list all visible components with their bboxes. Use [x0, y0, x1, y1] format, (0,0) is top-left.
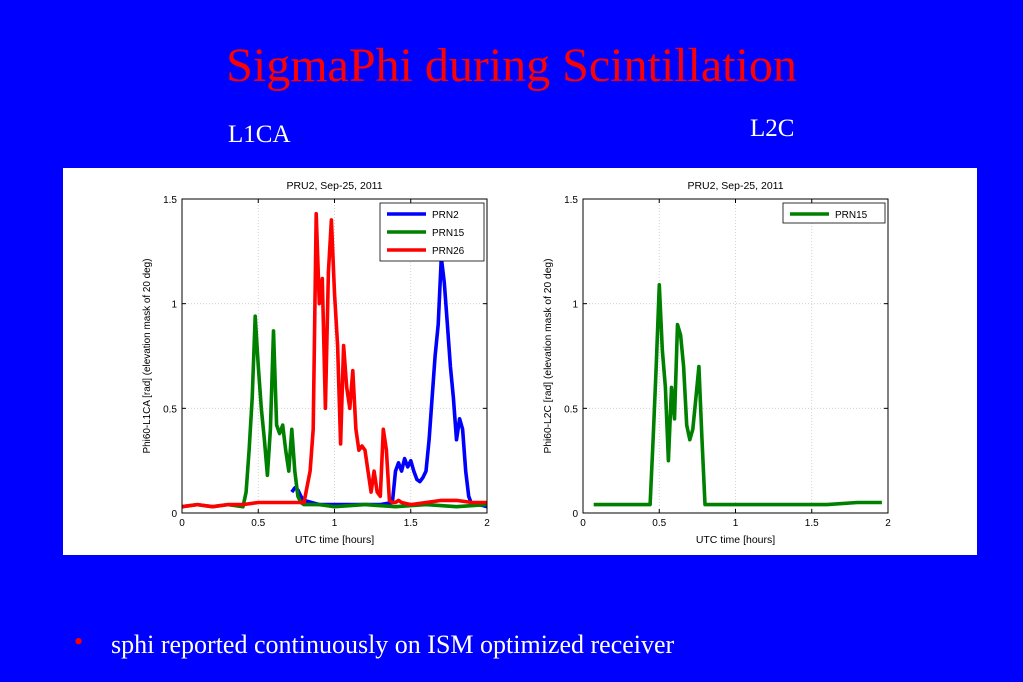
chart2-ytick-label: 1	[572, 300, 578, 311]
chart1-legend-label: PRN15	[432, 228, 465, 239]
chart2-xtick-label: 2	[885, 518, 891, 529]
chart2-xtick-label: 0.5	[652, 518, 666, 529]
chart1-legend-label: PRN26	[432, 246, 465, 257]
chart1-ytick-label: 0.5	[163, 404, 177, 415]
chart1-ytick-label: 0	[171, 509, 177, 520]
subtitle-l1ca: L1CA	[228, 121, 291, 148]
chart2-xlabel: UTC time [hours]	[696, 534, 775, 546]
chart1-xtick-label: 0.5	[251, 518, 265, 529]
chart2-ytick-label: 0	[572, 509, 578, 520]
chart2-xtick-label: 1.5	[805, 518, 819, 529]
chart1-legend-label: PRN2	[432, 210, 459, 221]
chart-panel: 0 0.5 1 1.5 2 0 0.5 1 1.5 PRU2, Sep-25, 2011 UTC t…	[63, 168, 977, 555]
chart2-series-prn15	[593, 283, 882, 507]
chart1-title: PRU2, Sep-25, 2011	[286, 180, 382, 192]
chart2-title: PRU2, Sep-25, 2011	[687, 180, 783, 192]
chart1-ylabel: Phi60-L1CA [rad] (elevation mask of 20 d…	[142, 259, 153, 454]
chart1-series-prn26	[181, 211, 487, 509]
chart1-ytick-label: 1	[171, 300, 177, 311]
charts-svg: 0 0.5 1 1.5 2 0 0.5 1 1.5 PRU2, Sep-25, 2011 UTC t…	[142, 180, 891, 546]
bullet-dot-icon: •	[74, 627, 84, 656]
chart2-ytick-label: 1.5	[564, 195, 578, 206]
chart1-xtick-label: 1	[332, 518, 338, 529]
chart1-xtick-label: 1.5	[404, 518, 418, 529]
subtitle-l2c: L2C	[750, 115, 795, 142]
chart2-ytick-label: 0.5	[564, 404, 578, 415]
chart2-xtick-label: 1	[733, 518, 739, 529]
chart1-xlabel: UTC time [hours]	[295, 534, 374, 546]
chart2-ylabel: Phi60-L2C [rad] (elevation mask of 20 de…	[543, 259, 554, 454]
chart2-xtick-label: 0	[580, 518, 586, 529]
chart2-legend-box	[782, 202, 886, 224]
chart1-xtick-label: 0	[179, 518, 185, 529]
chart1-xtick-label: 2	[484, 518, 490, 529]
slide-title: SigmaPhi during Scintillation	[226, 39, 797, 92]
chart1-series-prn15	[181, 314, 488, 509]
chart1-ytick-label: 1.5	[163, 195, 177, 206]
bullet-text: sphi reported continuously on ISM optimi…	[111, 630, 675, 659]
chart2-legend-label: PRN15	[835, 210, 868, 221]
